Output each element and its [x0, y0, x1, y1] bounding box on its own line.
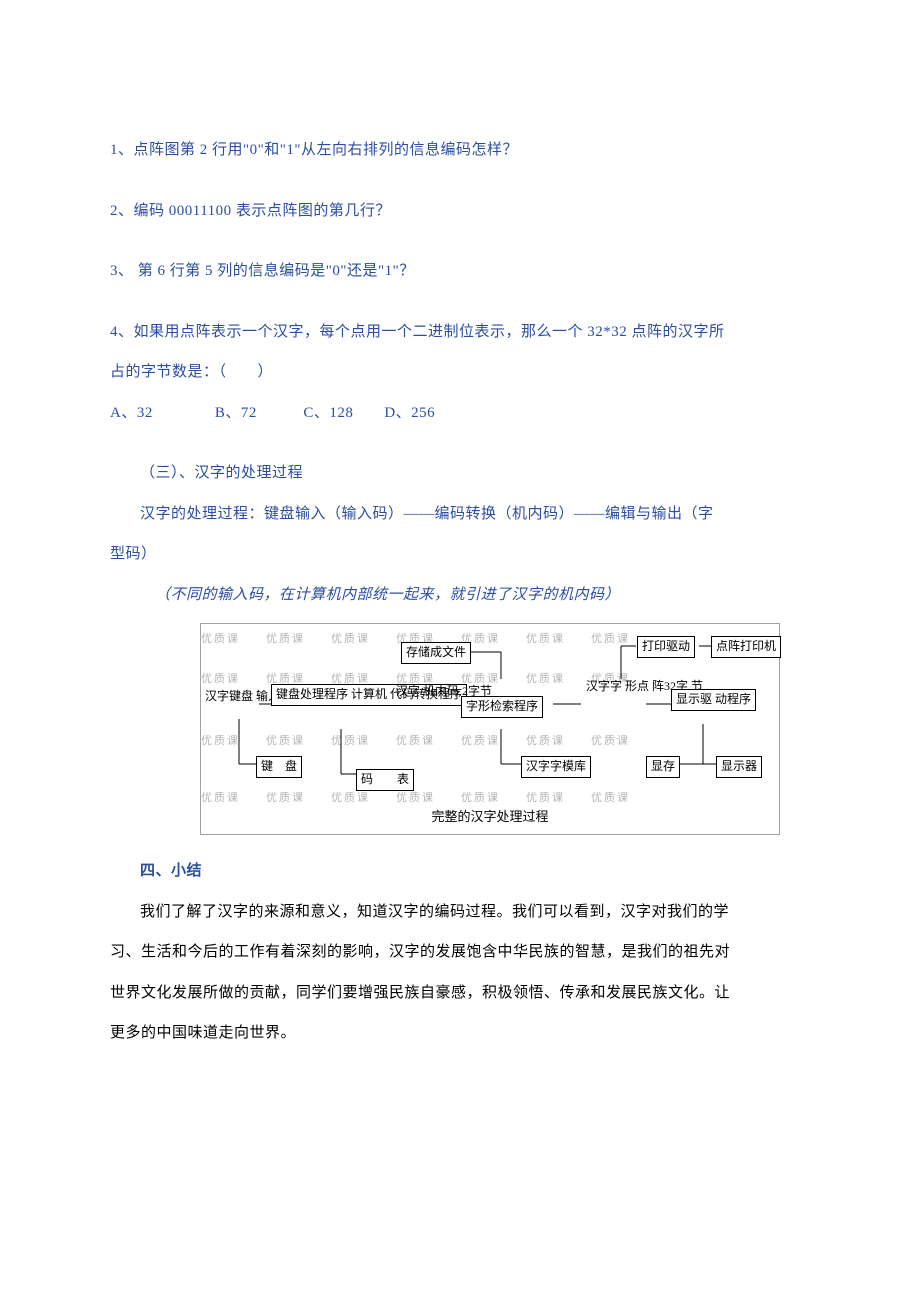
summary-p3: 世界文化发展所做的贡献，同学们要增强民族自豪感，积极领悟、传承和发展民族文化。让 [110, 973, 810, 1014]
box-code-table: 码 表 [356, 769, 414, 791]
box-monitor: 显示器 [716, 756, 762, 778]
question-3: 3、 第 6 行第 5 列的信息编码是"0"还是"1"？ [110, 251, 810, 292]
summary-p4: 更多的中国味道走向世界。 [110, 1013, 810, 1054]
box-print-driver: 打印驱动 [637, 636, 695, 658]
section-3-line1: 汉字的处理过程：键盘输入（输入码）——编码转换（机内码）——编辑与输出（字 [110, 494, 810, 535]
hanzi-process-diagram: 优质课 优质课 优质课 优质课 优质课 优质课 优质课 优质课 优质课 优质课 … [200, 623, 780, 835]
question-4-line1: 4、如果用点阵表示一个汉字，每个点用一个二进制位表示，那么一个 32*32 点阵… [110, 312, 810, 353]
question-4-line2: 占的字节数是：（ ） [110, 352, 810, 393]
spacer [110, 231, 810, 251]
spacer [110, 292, 810, 312]
question-2: 2、编码 00011100 表示点阵图的第几行？ [110, 191, 810, 232]
diagram-container: 优质课 优质课 优质课 优质课 优质课 优质课 优质课 优质课 优质课 优质课 … [200, 623, 780, 835]
document-page: 1、点阵图第 2 行用"0"和"1"从左向右排列的信息编码怎样？ 2、编码 00… [0, 0, 920, 1114]
section-3-heading: （三）、汉字的处理过程 [110, 453, 810, 494]
box-store-file: 存储成文件 [401, 642, 471, 664]
spacer [110, 433, 810, 453]
summary-p2: 习、生活和今后的工作有着深刻的影响，汉字的发展饱含中华民族的智慧，是我们的祖先对 [110, 932, 810, 973]
spacer [110, 171, 810, 191]
spacer [110, 843, 810, 851]
summary-p1: 我们了解了汉字的来源和意义，知道汉字的编码过程。我们可以看到，汉字对我们的学 [110, 892, 810, 933]
box-vram: 显存 [646, 756, 680, 778]
question-4-choices: A、32 B、72 C、128 D、256 [110, 393, 810, 434]
diagram-caption: 完整的汉字处理过程 [201, 809, 779, 826]
box-disp-driver: 显示驱 动程序 [671, 689, 756, 711]
box-dot-printer: 点阵打印机 [711, 636, 781, 658]
box-keyboard: 键 盘 [256, 756, 302, 778]
section-3-note: （不同的输入码，在计算机内部统一起来，就引进了汉字的机内码） [110, 575, 810, 616]
section-3-line2: 型码） [110, 534, 810, 575]
question-1: 1、点阵图第 2 行用"0"和"1"从左向右排列的信息编码怎样？ [110, 130, 810, 171]
box-font-lib: 汉字字模库 [521, 756, 591, 778]
box-glyph-lookup: 字形检索程序 [461, 696, 543, 718]
summary-heading: 四、小结 [110, 851, 810, 892]
